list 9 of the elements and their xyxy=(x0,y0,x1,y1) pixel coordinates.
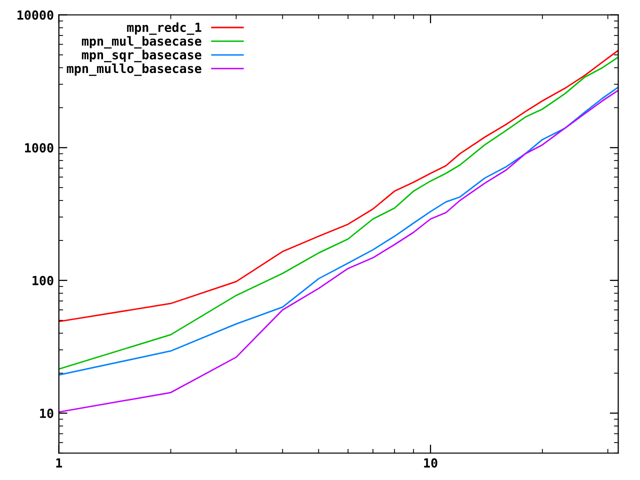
legend-label: mpn_mullo_basecase xyxy=(66,63,202,76)
y-tick-label: 100 xyxy=(32,276,54,286)
legend-label: mpn_sqr_basecase xyxy=(82,50,202,62)
legend-label: mpn_mul_basecase xyxy=(82,36,202,49)
x-tick-label: 1 xyxy=(56,458,62,468)
legend-label: mpn_redc_1 xyxy=(127,22,202,35)
y-tick-label: 10000 xyxy=(18,10,54,20)
y-tick-label: 1000 xyxy=(25,143,54,153)
y-tick-label: 10 xyxy=(40,408,54,418)
